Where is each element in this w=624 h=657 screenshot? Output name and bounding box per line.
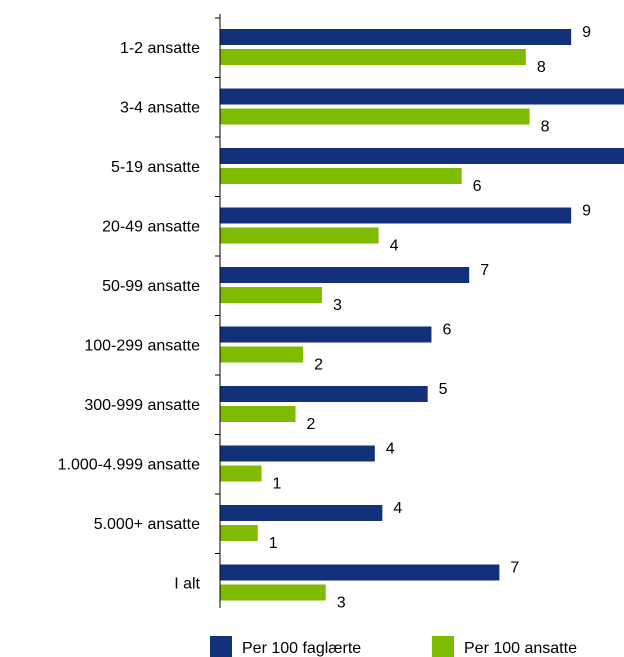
data-label: 6 [442, 322, 451, 339]
category-label: I alt [174, 576, 200, 593]
bar-faglaerte [220, 505, 383, 521]
bar-ansatte [220, 465, 262, 482]
bar-faglaerte [220, 148, 624, 164]
bar-faglaerte [220, 326, 432, 343]
bar-faglaerte [220, 88, 624, 105]
data-label: 6 [473, 178, 482, 195]
category-label: 100-299 ansatte [84, 338, 200, 355]
bar-faglaerte [220, 29, 572, 45]
data-label: 4 [390, 238, 399, 255]
data-label: 8 [537, 59, 546, 76]
data-label: 3 [337, 595, 346, 612]
data-label: 9 [582, 24, 591, 41]
data-label: 5 [439, 381, 448, 398]
bar-faglaerte [220, 386, 428, 402]
data-label: 1 [269, 535, 278, 552]
data-label: 7 [480, 262, 489, 279]
data-label: 4 [393, 500, 402, 517]
bar-faglaerte [220, 445, 375, 462]
data-label: 4 [386, 441, 395, 458]
data-label: 1 [273, 476, 282, 493]
category-label: 5-19 ansatte [111, 159, 200, 176]
y-axis [215, 14, 221, 608]
bar-faglaerte [220, 207, 572, 224]
data-label: 2 [314, 357, 323, 374]
bar-ansatte [220, 525, 258, 541]
data-label: 8 [541, 119, 550, 136]
data-label: 9 [582, 203, 591, 220]
category-label: 1-2 ansatte [120, 40, 200, 57]
category-label: 1.000-4.999 ansatte [58, 457, 200, 474]
legend-label-ansatte: Per 100 ansatte [464, 640, 577, 657]
bars [220, 29, 624, 601]
category-label: 5.000+ ansatte [94, 516, 200, 533]
category-label: 20-49 ansatte [102, 219, 200, 236]
bar-ansatte [220, 406, 296, 422]
legend-label-faglaerte: Per 100 faglærte [242, 640, 361, 657]
bar-ansatte [220, 108, 530, 125]
data-label: 7 [510, 560, 519, 577]
category-label: 50-99 ansatte [102, 278, 200, 295]
legend: Per 100 faglærte Per 100 ansatte [210, 636, 577, 657]
bar-ansatte [220, 584, 326, 601]
category-labels: 1-2 ansatte 3-4 ansatte 5-19 ansatte 20-49 … [58, 40, 201, 593]
bar-ansatte [220, 49, 526, 65]
category-label: 3-4 ansatte [120, 100, 200, 117]
bar-ansatte [220, 227, 379, 244]
data-label: 3 [333, 297, 342, 314]
bar-ansatte [220, 346, 304, 363]
legend-swatch-faglaerte [210, 636, 232, 657]
bar-faglaerte [220, 564, 500, 581]
category-label: 300-999 ansatte [84, 397, 200, 414]
legend-swatch-ansatte [432, 636, 454, 657]
data-labels: 9 8 8 6 9 4 7 3 6 2 5 2 4 1 4 1 7 3 [269, 24, 591, 612]
bar-ansatte [220, 168, 462, 184]
bar-faglaerte [220, 267, 470, 283]
bar-ansatte [220, 287, 322, 303]
data-label: 2 [307, 416, 316, 433]
